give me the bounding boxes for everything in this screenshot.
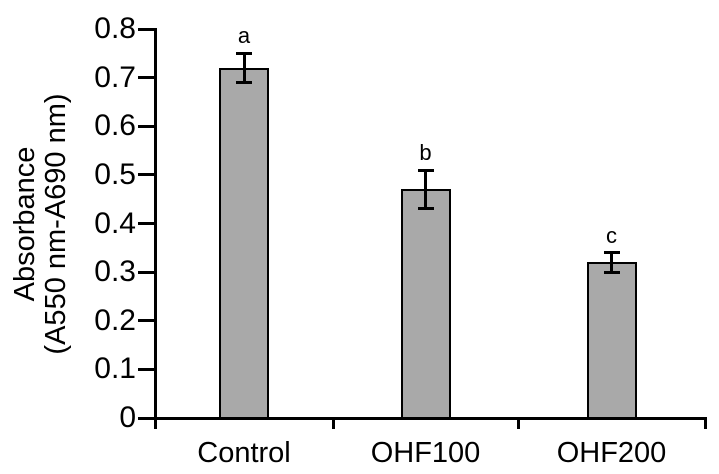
y-tick-label: 0 [119,401,136,434]
y-tick [137,416,154,420]
x-tick [153,419,157,429]
category-label: OHF100 [370,437,481,469]
sig-letter-label: a [237,23,251,49]
bar [219,67,269,419]
y-tick [137,124,154,128]
y-tick-label: 0.7 [94,60,136,94]
bar [586,262,637,419]
y-tick-label: 0.4 [94,206,136,240]
x-tick [516,419,520,429]
y-tick-label: 0.3 [94,255,136,289]
bar [400,189,451,419]
y-tick [137,270,154,274]
error-bar-top-cap [603,251,620,255]
error-bar-top-cap [417,168,434,172]
sig-letter-label: c [606,222,617,248]
error-bar-bottom-cap [236,80,252,84]
error-bar [242,53,246,83]
y-tick [137,173,154,177]
y-tick [137,76,154,80]
sig-letter-label: b [419,140,432,165]
y-tick-label: 0.6 [94,109,136,143]
error-bar [610,252,613,273]
y-tick-label: 0.5 [94,157,136,191]
error-bar-bottom-cap [417,207,434,211]
error-bar-top-cap [236,51,252,55]
y-tick [137,222,154,225]
error-bar [424,170,427,209]
x-tick [331,419,335,429]
y-tick-label: 0.8 [94,12,136,45]
category-label: Control [197,437,291,469]
error-bar-bottom-cap [603,270,620,274]
y-tick-label: 0.2 [94,303,136,337]
y-tick [137,367,154,371]
y-tick [137,27,154,31]
y-tick [137,319,154,323]
x-tick [703,419,707,429]
x-axis-line [153,416,707,420]
y-tick-label: 0.1 [94,352,136,386]
category-label: OHF200 [556,437,667,469]
y-axis-line [153,27,157,420]
